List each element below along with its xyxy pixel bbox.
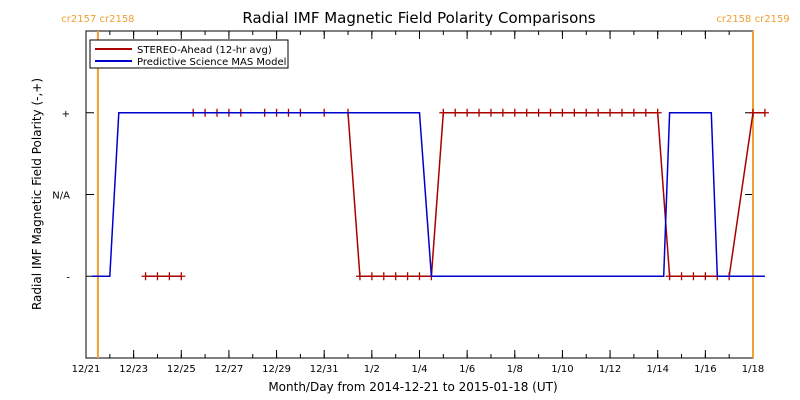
data-point xyxy=(486,108,495,117)
data-point xyxy=(498,108,507,117)
data-point xyxy=(617,108,626,117)
x-tick-label: 1/18 xyxy=(742,364,764,375)
data-point xyxy=(594,108,603,117)
y-tick-label: - xyxy=(66,272,70,283)
data-point xyxy=(522,108,531,117)
x-tick-label: 1/8 xyxy=(507,364,523,375)
data-point xyxy=(653,108,662,117)
data-point xyxy=(177,272,186,281)
chart-title: Radial IMF Magnetic Field Polarity Compa… xyxy=(242,9,595,27)
x-tick-label: 12/29 xyxy=(262,364,291,375)
y-tick-label: N/A xyxy=(52,191,70,202)
data-point xyxy=(582,108,591,117)
data-point xyxy=(403,272,412,281)
data-point xyxy=(689,272,698,281)
x-tick-label: 1/10 xyxy=(551,364,573,375)
data-point xyxy=(439,108,448,117)
series-line xyxy=(193,112,765,278)
series-1 xyxy=(92,112,765,278)
data-point xyxy=(677,272,686,281)
legend: STEREO-Ahead (12-hr avg)Predictive Scien… xyxy=(89,39,289,69)
data-point xyxy=(629,108,638,117)
y-axis-label: Radial IMF Magnetic Field Polarity (-,+) xyxy=(30,78,44,310)
data-point xyxy=(451,108,460,117)
data-point xyxy=(760,108,769,117)
data-point xyxy=(463,108,472,117)
x-tick-label: 12/21 xyxy=(72,364,101,375)
x-tick-label: 1/14 xyxy=(646,364,668,375)
data-point xyxy=(534,108,543,117)
data-point xyxy=(510,108,519,117)
legend-label: Predictive Science MAS Model xyxy=(137,57,286,68)
series-0 xyxy=(141,108,769,281)
data-point xyxy=(391,272,400,281)
x-tick-label: 1/12 xyxy=(599,364,621,375)
x-tick-label: 12/31 xyxy=(310,364,339,375)
carrington-marker-label: cr2158 cr2159 xyxy=(716,14,789,25)
carrington-marker-label: cr2157 cr2158 xyxy=(61,14,134,25)
legend-box xyxy=(89,39,289,69)
data-point xyxy=(701,272,710,281)
x-tick-label: 1/16 xyxy=(694,364,716,375)
data-point xyxy=(165,272,174,281)
plot-area: 12/21 12/23 12/25 12/27 12/29 12/31 1/2 1/4 1/6 1… xyxy=(52,14,789,375)
data-point xyxy=(153,272,162,281)
data-point xyxy=(546,108,555,117)
data-point xyxy=(570,108,579,117)
data-point xyxy=(475,108,484,117)
y-tick-label: + xyxy=(62,109,70,120)
x-tick-label: 12/27 xyxy=(215,364,244,375)
data-point xyxy=(558,108,567,117)
x-axis-label: Month/Day from 2014-12-21 to 2015-01-18 … xyxy=(268,380,557,394)
data-point xyxy=(749,108,757,117)
data-point xyxy=(355,272,364,281)
x-tick-label: 12/23 xyxy=(119,364,148,375)
plot-frame xyxy=(85,30,754,359)
x-tick-label: 1/6 xyxy=(459,364,475,375)
data-point xyxy=(665,272,674,281)
x-tick-label: 1/2 xyxy=(364,364,380,375)
x-tick-label: 1/4 xyxy=(411,364,427,375)
series-line xyxy=(92,112,765,278)
legend-label: STEREO-Ahead (12-hr avg) xyxy=(137,45,272,56)
x-tick-label: 12/25 xyxy=(167,364,196,375)
data-point xyxy=(141,272,150,281)
data-point xyxy=(367,272,376,281)
data-point xyxy=(606,108,615,117)
data-point xyxy=(641,108,650,117)
data-point xyxy=(415,272,424,281)
data-point xyxy=(379,272,388,281)
